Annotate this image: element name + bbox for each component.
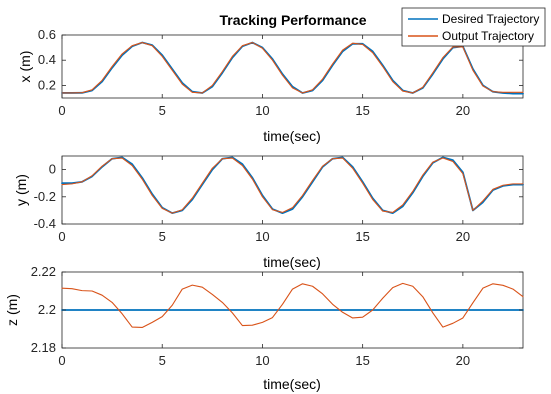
x-series [61, 41, 524, 95]
y-tick-label: 0.4 [38, 52, 56, 67]
x-axis-label-time: time(sec) [263, 128, 321, 144]
y-tick-label: 2.2 [38, 302, 56, 317]
z-ticks: 0 5 10 15 20 2.18 2.2 2.22 [31, 264, 523, 368]
y-ticks: 0 5 10 15 20 -0.4 -0.2 0 [34, 156, 523, 244]
x-axis-label-time-2: time(sec) [263, 254, 321, 270]
subplot-z: 0 5 10 15 20 2.18 2.2 2.22 time(sec) z (m) [4, 264, 524, 392]
x-tick-label: 0 [58, 229, 65, 244]
series-line-output [61, 42, 524, 94]
y-axis-label-x: x (m) [17, 51, 33, 83]
x-tick-label: 10 [255, 229, 269, 244]
y-tick-label: -0.4 [34, 216, 56, 231]
x-tick-label: 15 [355, 353, 369, 368]
series-line-output [61, 282, 524, 329]
legend-box [401, 7, 546, 47]
y-axis-label-y: y (m) [13, 174, 29, 206]
x-tick-label: 15 [355, 229, 369, 244]
z-series [61, 282, 524, 329]
x-tick-label: 5 [159, 103, 166, 118]
y-tick-label: 0.2 [38, 77, 56, 92]
y-series [61, 156, 524, 215]
series-line-output [61, 157, 524, 214]
x-tick-label: 5 [159, 353, 166, 368]
legend-label-output: Output Trajectory [442, 29, 534, 43]
axes-y [61, 155, 524, 225]
subplot-y: 0 5 10 15 20 -0.4 -0.2 0 time(sec) y (m) [13, 155, 524, 270]
x-tick-label: 10 [255, 103, 269, 118]
y-tick-label: 0 [49, 162, 56, 177]
x-tick-label: 5 [159, 229, 166, 244]
x-tick-label: 20 [456, 353, 470, 368]
legend: Desired Trajectory Output Trajectory [401, 7, 546, 47]
chart-title: Tracking Performance [219, 12, 366, 28]
x-tick-label: 20 [456, 103, 470, 118]
y-axis-label-z: z (m) [4, 294, 20, 326]
x-tick-label: 15 [355, 103, 369, 118]
x-ticks: 0 5 10 15 20 0.2 0.4 0.6 [38, 27, 523, 118]
x-axis-label-time-3: time(sec) [263, 376, 321, 392]
x-tick-label: 10 [255, 353, 269, 368]
x-tick-label: 0 [58, 353, 65, 368]
y-tick-label: 2.18 [31, 340, 56, 355]
y-tick-label: 0.6 [38, 27, 56, 42]
y-tick-label: -0.2 [34, 189, 56, 204]
x-tick-label: 0 [58, 103, 65, 118]
legend-label-desired: Desired Trajectory [442, 12, 539, 26]
y-tick-label: 2.22 [31, 264, 56, 279]
x-tick-label: 20 [456, 229, 470, 244]
series-line-desired [61, 156, 524, 215]
